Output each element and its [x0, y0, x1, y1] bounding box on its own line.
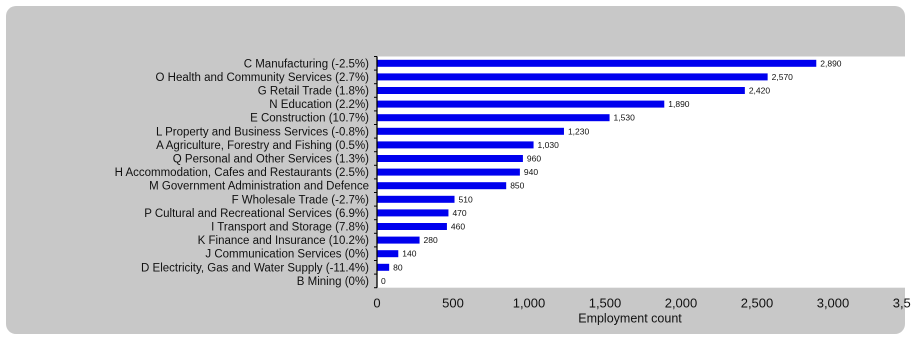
category-label: P Cultural and Recreational Services (6.…	[144, 208, 369, 220]
data-label: 460	[451, 222, 465, 232]
bar	[377, 100, 665, 108]
data-label: 140	[402, 249, 416, 259]
data-label: 2,890	[820, 58, 842, 68]
data-label: 2,420	[749, 86, 771, 96]
data-label: 1,030	[538, 140, 560, 150]
x-tick-label: 3,000	[817, 296, 850, 311]
category-label: N Education (2.2%)	[269, 99, 369, 111]
data-label: 940	[524, 167, 538, 177]
bar	[377, 59, 817, 67]
category-label: H Accommodation, Cafes and Restaurants (…	[115, 167, 370, 179]
data-label: 510	[459, 194, 473, 204]
x-tick-label: 0	[373, 296, 380, 311]
axes	[374, 56, 378, 289]
bar	[377, 155, 523, 162]
x-tick-label: 3,500	[893, 296, 911, 311]
x-axis-label: Employment count	[578, 312, 682, 326]
category-label: M Government Administration and Defence	[149, 181, 369, 193]
category-label: J Communication Services (0%)	[205, 249, 369, 261]
category-label: E Construction (10.7%)	[250, 113, 369, 125]
bar	[377, 114, 610, 122]
data-label: 960	[527, 154, 541, 164]
bar	[377, 223, 447, 230]
category-label: A Agriculture, Forestry and Fishing (0.5…	[156, 140, 369, 152]
x-tick-label: 500	[442, 296, 464, 311]
data-label: 470	[452, 208, 466, 218]
category-label: K Finance and Insurance (10.2%)	[198, 235, 369, 247]
x-tick-label: 1,000	[513, 296, 546, 311]
data-label: 850	[510, 181, 524, 191]
category-labels: C Manufacturing (-2.5%) O Health and Comm…	[115, 58, 370, 288]
x-tick-label: 2,500	[741, 296, 774, 311]
x-tick-label: 1,500	[589, 296, 622, 311]
bar	[377, 127, 564, 135]
category-label: I Transport and Storage (7.8%)	[211, 222, 369, 234]
category-label: B Mining (0%)	[297, 276, 369, 288]
data-label: 2,570	[772, 72, 794, 82]
category-label: Q Personal and Other Services (1.3%)	[173, 154, 369, 166]
x-tick-label: 2,000	[665, 296, 698, 311]
category-label: O Health and Community Services (2.7%)	[156, 72, 370, 84]
category-label: L Property and Business Services (-0.8%)	[156, 126, 369, 138]
bar	[377, 195, 455, 203]
category-label: D Electricity, Gas and Water Supply (-11…	[141, 262, 369, 274]
bar	[377, 250, 399, 258]
bar	[377, 182, 507, 190]
data-label: 1,530	[614, 113, 636, 123]
bar	[377, 236, 420, 244]
category-label: F Wholesale Trade (-2.7%)	[232, 194, 370, 206]
data-label: 280	[424, 235, 438, 245]
bar	[377, 168, 520, 176]
category-label: G Retail Trade (1.8%)	[258, 86, 369, 98]
data-label: 0	[381, 276, 386, 286]
bar	[377, 209, 449, 217]
bar	[377, 263, 390, 271]
data-label: 1,230	[568, 126, 590, 136]
data-label: 80	[393, 262, 403, 272]
bar	[377, 73, 768, 81]
bar	[377, 141, 534, 149]
x-tick-labels: 0 500 1,000 1,500 2,000 2,500 3,000 3,500	[373, 296, 911, 311]
data-label: 1,890	[668, 99, 690, 109]
category-label: C Manufacturing (-2.5%)	[244, 58, 369, 70]
bars	[377, 59, 817, 271]
bar	[377, 87, 745, 94]
